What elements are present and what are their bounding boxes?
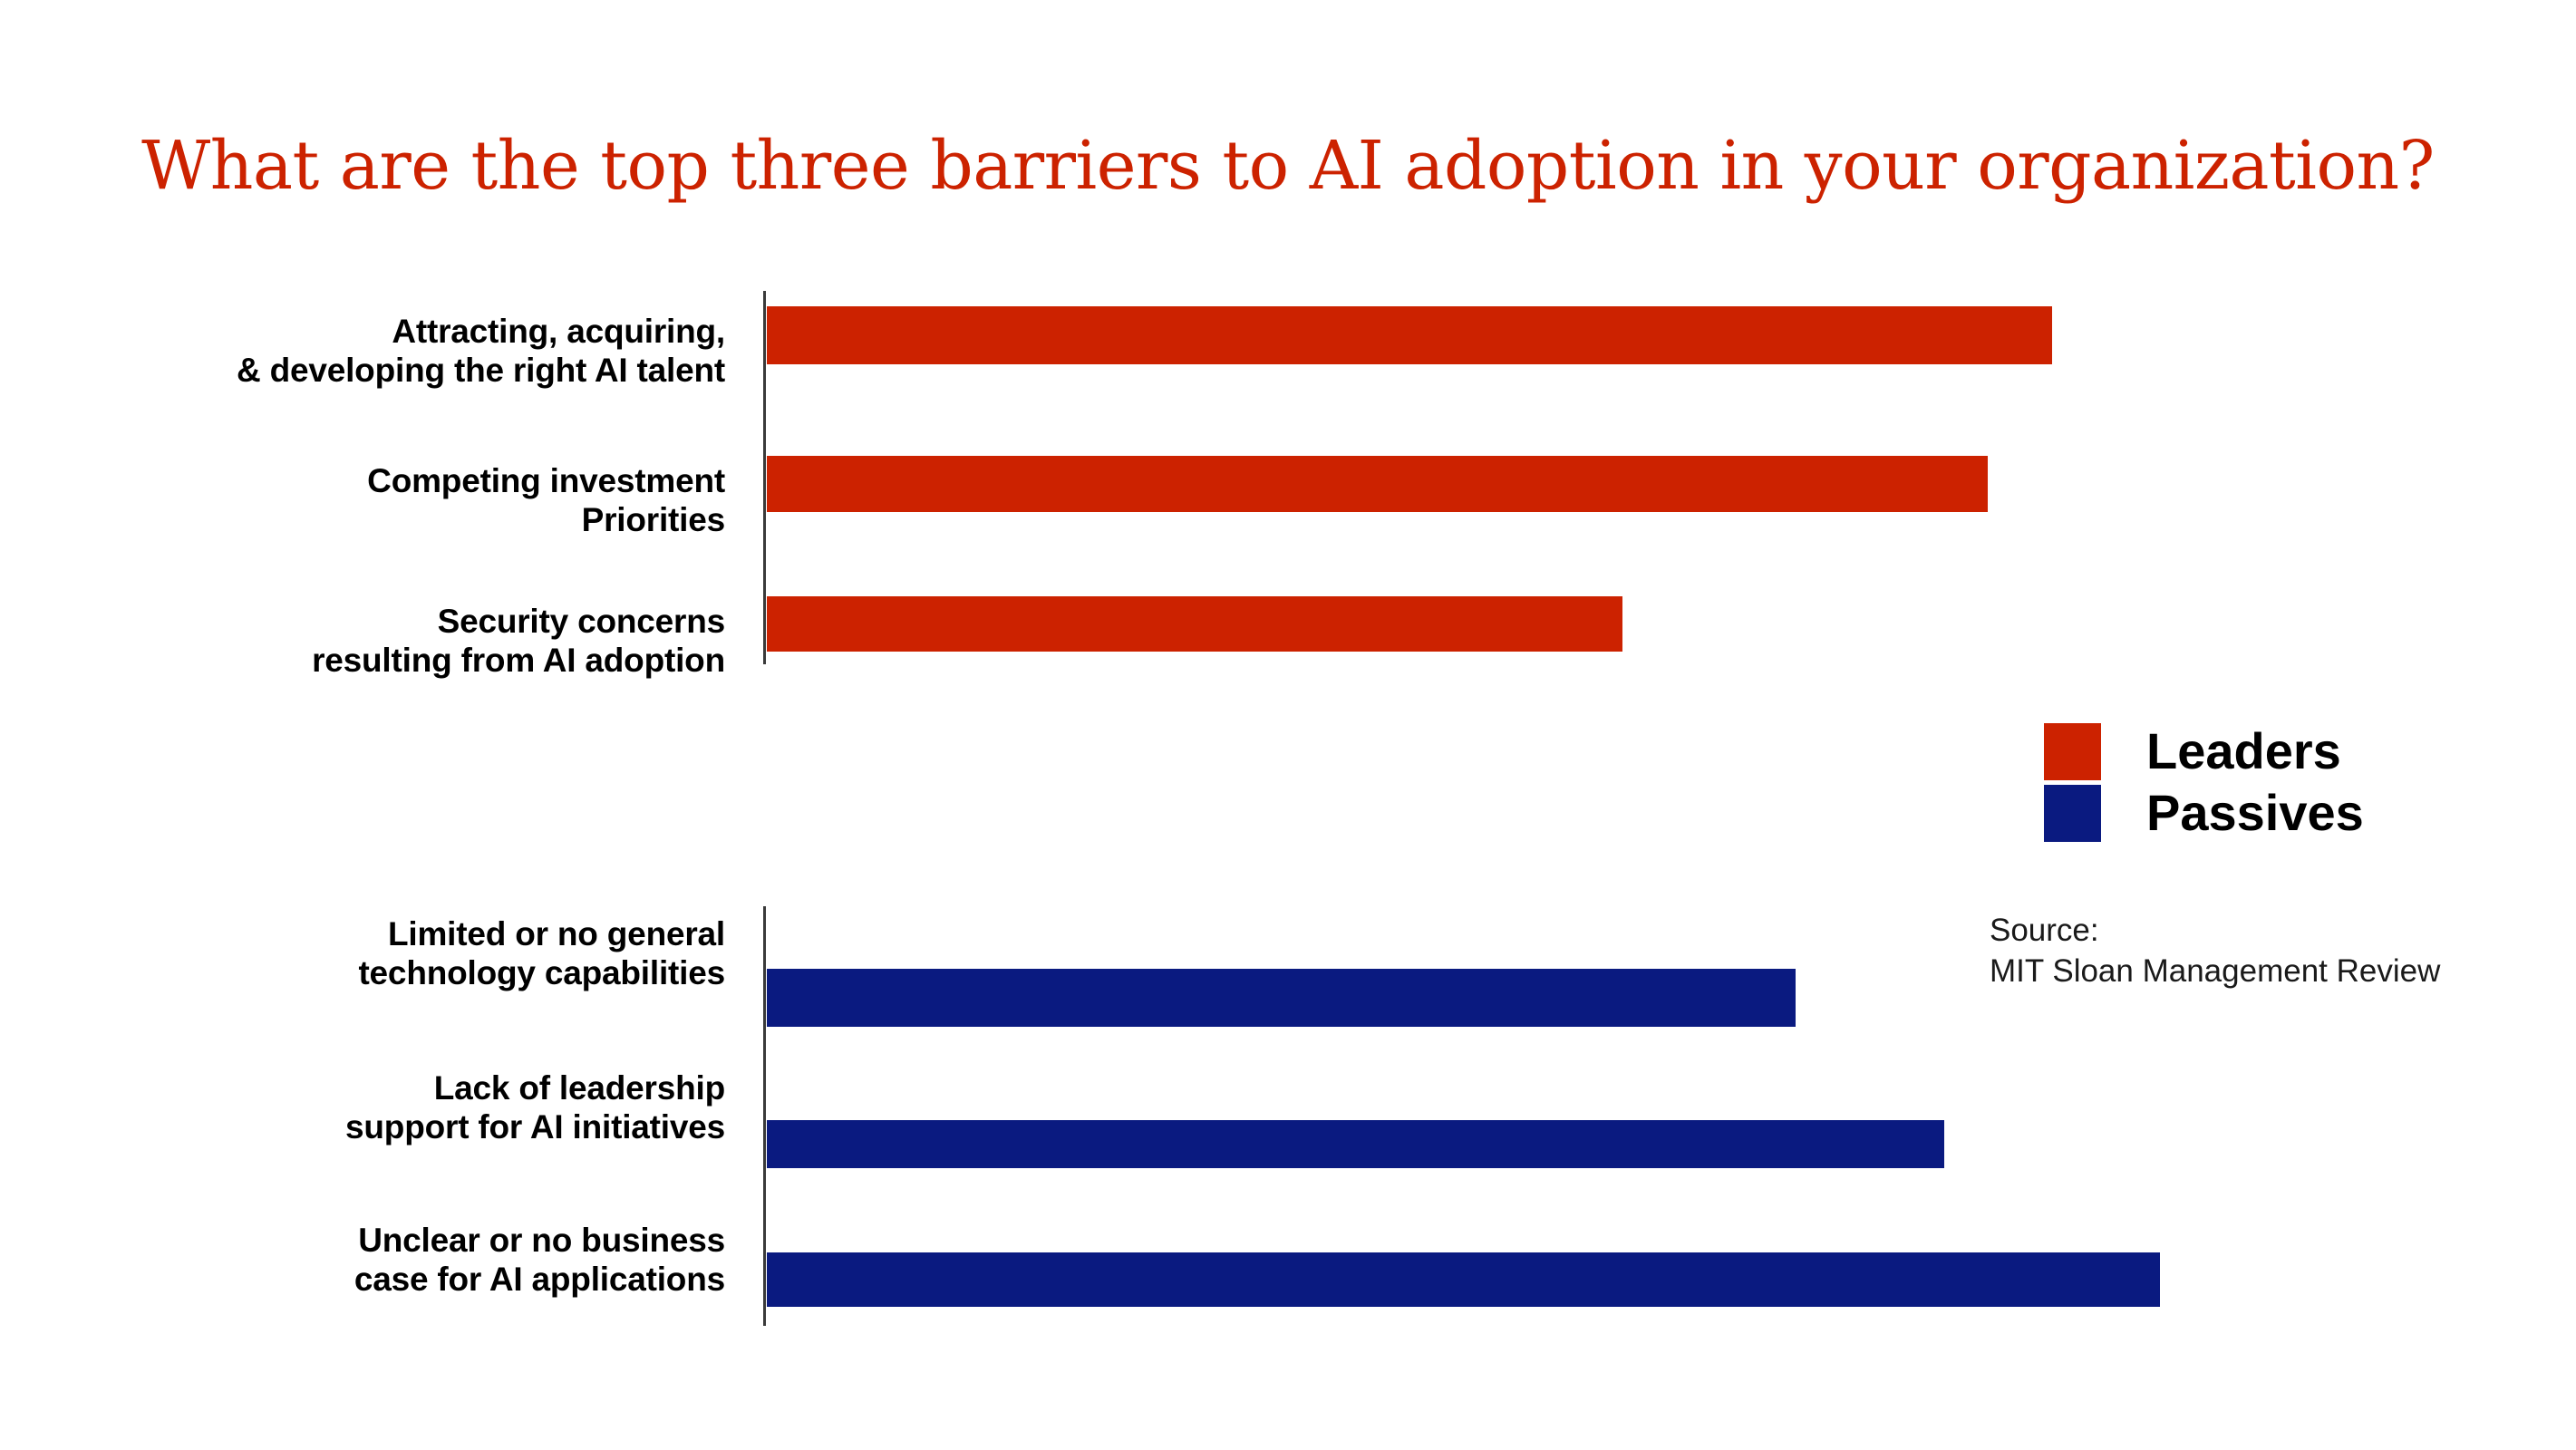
category-label-line: Attracting, acquiring, [392,313,725,350]
legend-swatch-red-icon [2044,722,2101,780]
bar-leaders-2[interactable] [767,596,1622,652]
category-label-leaders-1: Competing investment Priorities [54,462,725,540]
legend-item-leaders[interactable]: Leaders [2044,720,2364,782]
bar-passives-1[interactable] [767,1120,1944,1168]
category-label-line: Priorities [581,500,726,538]
source-label: Source: [1990,913,2099,948]
category-label-line: Unclear or no business [358,1222,725,1259]
chart-legend: Leaders Passives [2044,720,2364,844]
category-label-line: Security concerns [437,603,726,640]
category-axis-leaders [763,291,766,664]
category-label-passives-0: Limited or no general technology capabil… [54,915,725,993]
bar-passives-2[interactable] [767,1252,2160,1307]
category-label-leaders-2: Security concerns resulting from AI adop… [54,603,725,681]
bar-leaders-0[interactable] [767,306,2052,364]
category-label-line: & developing the right AI talent [236,351,725,389]
legend-label-leaders: Leaders [2146,722,2341,779]
bar-passives-0[interactable] [767,969,1796,1027]
category-label-leaders-0: Attracting, acquiring, & developing the … [54,313,725,391]
category-label-line: resulting from AI adoption [312,641,725,679]
legend-swatch-navy-icon [2044,784,2101,842]
legend-item-passives[interactable]: Passives [2044,782,2364,844]
category-label-line: support for AI initiatives [345,1107,725,1146]
source-value: MIT Sloan Management Review [1990,952,2441,989]
category-label-line: technology capabilities [358,953,725,991]
bar-leaders-1[interactable] [767,456,1988,512]
category-label-passives-2: Unclear or no business case for AI appli… [54,1222,725,1300]
category-label-line: Lack of leadership [433,1069,725,1107]
category-label-line: Competing investment [367,462,725,499]
page-title: What are the top three barriers to AI ad… [141,127,2435,205]
category-label-line: Limited or no general [387,915,725,952]
legend-label-passives: Passives [2146,784,2364,841]
category-label-line: case for AI applications [353,1260,725,1298]
category-label-passives-1: Lack of leadership support for AI initia… [54,1069,725,1147]
source-note: Source: MIT Sloan Management Review [1990,911,2440,992]
category-axis-passives [763,906,766,1326]
